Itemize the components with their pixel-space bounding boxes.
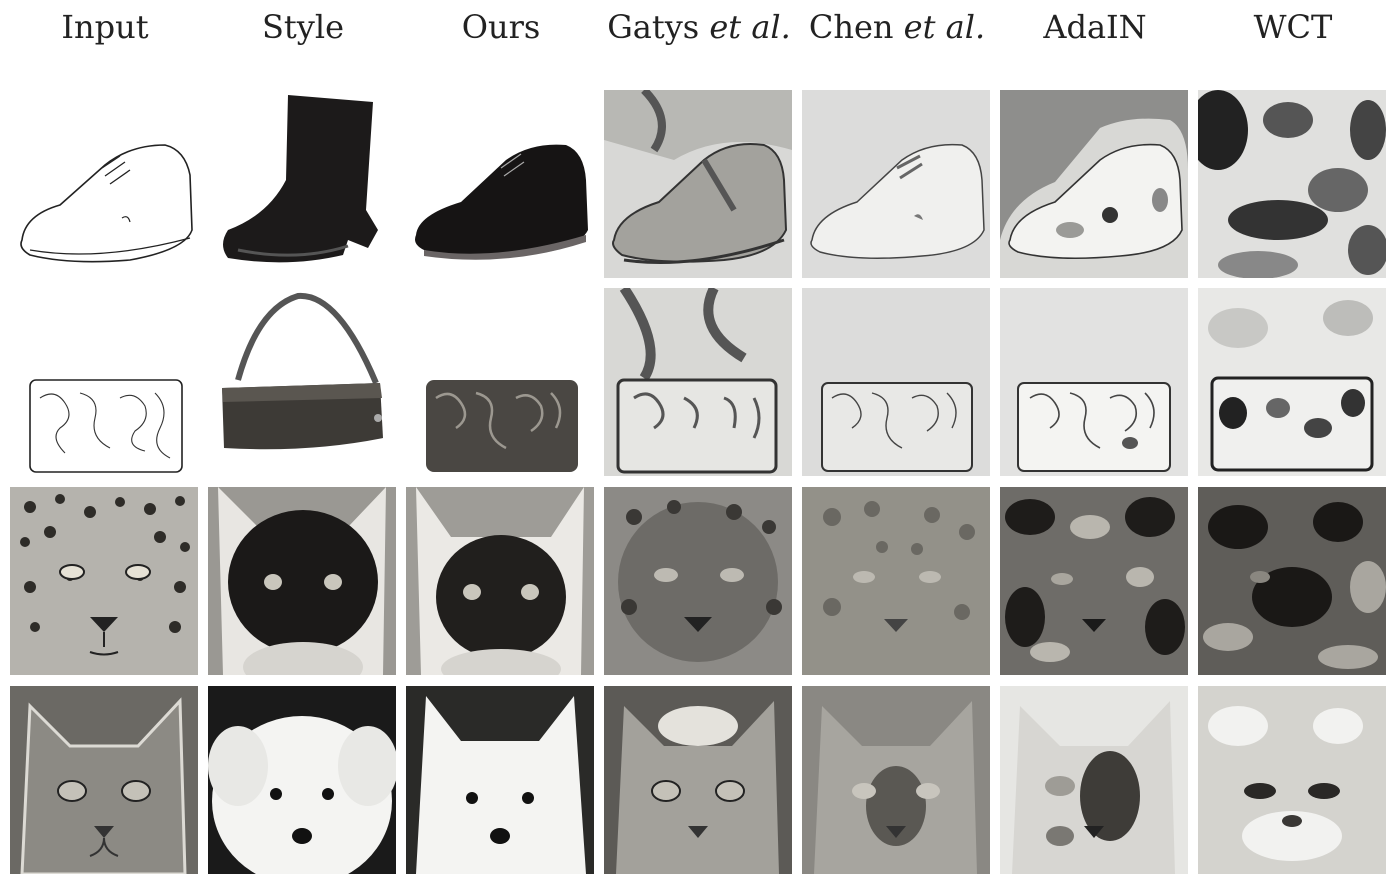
cell-leopard-adain (1000, 487, 1188, 675)
header-wct: WCT (1253, 8, 1333, 46)
cell-leather-handbag (208, 288, 396, 476)
header-input: Input (61, 8, 149, 46)
cell-cat-chen (802, 686, 990, 874)
cell-shoe-chen (802, 90, 990, 278)
cell-siamese-style (208, 487, 396, 675)
cell-shoe-gatys (604, 90, 792, 278)
cell-leopard-chen (802, 487, 990, 675)
cell-cat-gatys (604, 686, 792, 874)
header-chen: Chen et al. (808, 8, 986, 46)
header-ours: Ours (461, 8, 541, 46)
cell-bag-adain (1000, 288, 1188, 476)
header-style: Style (261, 8, 345, 46)
cell-shoe-input (10, 90, 198, 278)
cell-black-boot (208, 90, 396, 278)
cell-tabby-input (10, 686, 198, 874)
cell-bag-input (10, 288, 198, 476)
cell-cat-wct (1198, 686, 1386, 874)
header-gatys: Gatys et al. (607, 8, 791, 46)
cell-bag-ours (406, 288, 594, 476)
cell-siamese-ours (406, 487, 594, 675)
cell-dog-ours (406, 686, 594, 874)
cell-puppy-style (208, 686, 396, 874)
cell-leopard-input (10, 487, 198, 675)
header-adain: AdaIN (1043, 8, 1147, 46)
cell-cat-adain (1000, 686, 1188, 874)
cell-leopard-wct (1198, 487, 1386, 675)
cell-black-shoe (406, 90, 594, 278)
cell-leopard-gatys (604, 487, 792, 675)
cell-bag-gatys (604, 288, 792, 476)
cell-bag-chen (802, 288, 990, 476)
cell-bag-wct (1198, 288, 1386, 476)
cell-shoe-adain (1000, 90, 1188, 278)
cell-shoe-wct (1198, 90, 1386, 278)
